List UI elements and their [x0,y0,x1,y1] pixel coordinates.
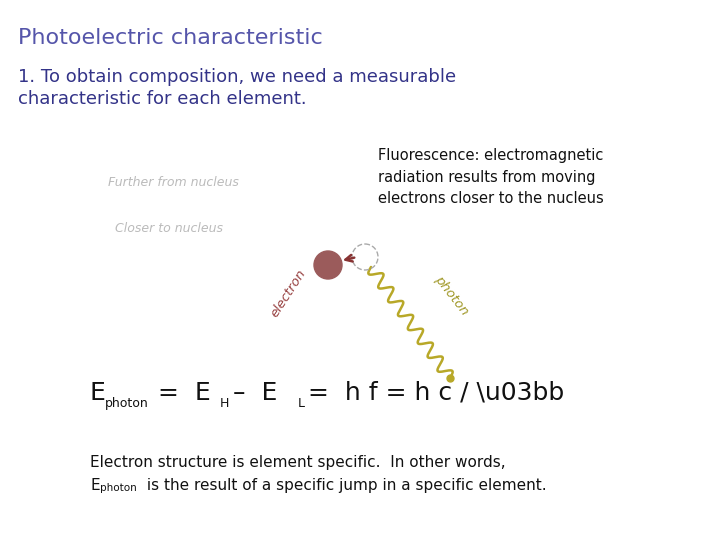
Text: –  E: – E [233,381,277,405]
Text: L: L [298,397,305,410]
Text: photon: photon [433,273,472,318]
Text: photon: photon [100,483,137,493]
Text: =  h f = h c / \u03bb: = h f = h c / \u03bb [308,381,564,405]
Text: photon: photon [105,397,149,410]
Text: Further from nucleus: Further from nucleus [108,177,239,190]
Text: Closer to nucleus: Closer to nucleus [115,221,223,234]
Text: 1. To obtain composition, we need a measurable: 1. To obtain composition, we need a meas… [18,68,456,86]
Text: electron: electron [268,267,308,320]
Text: Fluorescence: electromagnetic
radiation results from moving
electrons closer to : Fluorescence: electromagnetic radiation … [378,148,604,206]
Text: is the result of a specific jump in a specific element.: is the result of a specific jump in a sp… [142,478,546,493]
Text: H: H [220,397,230,410]
Text: characteristic for each element.: characteristic for each element. [18,90,307,108]
Circle shape [314,251,342,279]
Text: =  E: = E [158,381,211,405]
Text: Electron structure is element specific.  In other words,: Electron structure is element specific. … [90,455,505,470]
Text: E: E [90,381,106,405]
Text: E: E [90,478,99,493]
Text: Photoelectric characteristic: Photoelectric characteristic [18,28,323,48]
